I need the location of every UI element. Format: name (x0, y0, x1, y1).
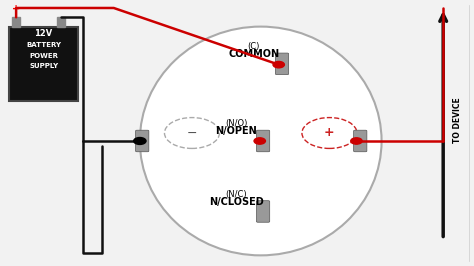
Bar (9, 27, 78, 101)
Text: (N/C): (N/C) (225, 190, 247, 199)
Text: (C): (C) (247, 42, 260, 51)
Text: COMMON: COMMON (228, 49, 279, 59)
Text: 12V: 12V (35, 29, 53, 38)
Circle shape (351, 138, 362, 144)
Text: −: − (187, 127, 197, 139)
FancyBboxPatch shape (136, 130, 149, 152)
Ellipse shape (140, 27, 382, 255)
Text: (N/O): (N/O) (225, 119, 247, 128)
Circle shape (273, 61, 284, 68)
Bar (12, 17, 20, 27)
FancyBboxPatch shape (275, 53, 289, 75)
Text: POWER: POWER (29, 53, 58, 59)
Text: N/CLOSED: N/CLOSED (209, 197, 264, 207)
FancyBboxPatch shape (256, 130, 270, 152)
FancyBboxPatch shape (256, 201, 270, 222)
Text: +: + (12, 4, 20, 14)
Text: TO DEVICE: TO DEVICE (453, 97, 462, 143)
Text: BATTERY: BATTERY (26, 42, 61, 48)
Text: +: + (324, 127, 335, 139)
FancyBboxPatch shape (354, 130, 367, 152)
Circle shape (254, 138, 265, 144)
Text: N/OPEN: N/OPEN (215, 126, 257, 136)
Text: −: − (56, 3, 66, 16)
Text: SUPPLY: SUPPLY (29, 64, 58, 69)
Bar (57, 17, 65, 27)
Circle shape (134, 138, 146, 144)
